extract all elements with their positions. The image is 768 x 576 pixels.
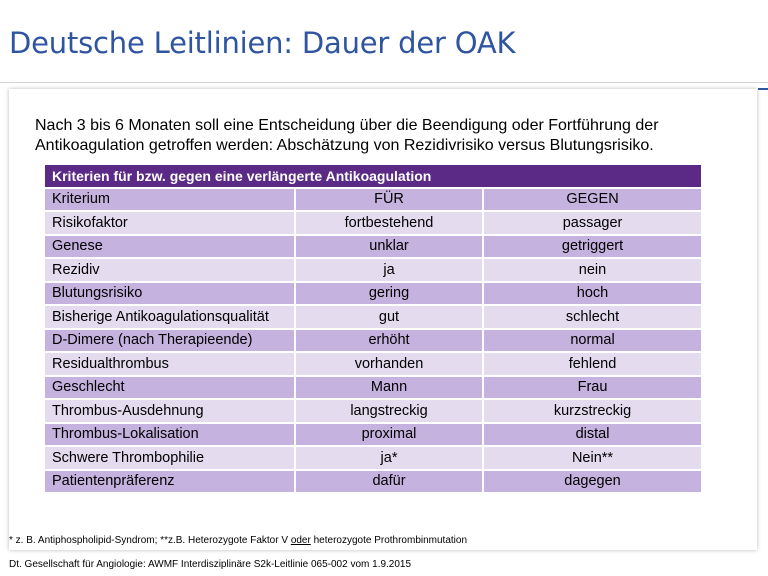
pro-cell: ja* xyxy=(294,445,484,471)
table-row: Thrombus-Ausdehnung langstreckig kurzstrec… xyxy=(43,398,704,424)
criterion-cell: Bisherige Antikoagulationsqualität xyxy=(43,304,296,330)
table-column-header-row: Kriterium FÜR GEGEN xyxy=(43,186,704,212)
footnote-text-1: * z. B. Antiphospholipid-Syndrom; **z.B.… xyxy=(9,535,291,546)
criterion-cell: Geschlecht xyxy=(43,374,296,400)
pro-cell: unklar xyxy=(294,233,484,259)
criterion-cell: Genese xyxy=(43,233,296,259)
table-row: Blutungsrisiko gering hoch xyxy=(43,280,704,306)
contra-cell: fehlend xyxy=(481,351,704,377)
column-header-criterion: Kriterium xyxy=(43,186,296,212)
criterion-cell: D-Dimere (nach Therapieende) xyxy=(43,327,296,353)
pro-cell: gut xyxy=(294,304,484,330)
criterion-cell: Thrombus-Ausdehnung xyxy=(43,398,296,424)
contra-cell: schlecht xyxy=(481,304,704,330)
criterion-cell: Residualthrombus xyxy=(43,351,296,377)
table-row: Geschlecht Mann Frau xyxy=(43,374,704,400)
contra-cell: Frau xyxy=(481,374,704,400)
source-citation: Dt. Gesellschaft für Angiologie: AWMF In… xyxy=(9,559,412,570)
pro-cell: langstreckig xyxy=(294,398,484,424)
table-header: Kriterien für bzw. gegen eine verlängert… xyxy=(42,163,704,189)
contra-cell: normal xyxy=(481,327,704,353)
table-row: Rezidiv ja nein xyxy=(43,257,704,283)
contra-cell: Nein** xyxy=(481,445,704,471)
column-header-pro: FÜR xyxy=(294,186,484,212)
pro-cell: fortbestehend xyxy=(294,210,484,236)
criterion-cell: Blutungsrisiko xyxy=(43,280,296,306)
criteria-table: Kriterien für bzw. gegen eine verlängert… xyxy=(42,163,704,494)
table-row: Patientenpräferenz dafür dagegen xyxy=(43,468,704,494)
table-row: Bisherige Antikoagulationsqualität gut sch… xyxy=(43,304,704,330)
contra-cell: getriggert xyxy=(481,233,704,259)
pro-cell: gering xyxy=(294,280,484,306)
intro-text: Nach 3 bis 6 Monaten soll eine Entscheid… xyxy=(35,117,659,154)
pro-cell: Mann xyxy=(294,374,484,400)
column-header-contra: GEGEN xyxy=(481,186,704,212)
table-row: Genese unklar getriggert xyxy=(43,233,704,259)
footnote: * z. B. Antiphospholipid-Syndrom; **z.B.… xyxy=(9,535,467,546)
contra-cell: dagegen xyxy=(481,468,704,494)
table-row: Thrombus-Lokalisation proximal distal xyxy=(43,421,704,447)
contra-cell: hoch xyxy=(481,280,704,306)
table-row: Schwere Thrombophilie ja* Nein** xyxy=(43,445,704,471)
pro-cell: vorhanden xyxy=(294,351,484,377)
footnote-text-2: heterozygote Prothrombinmutation xyxy=(310,535,468,546)
title-divider xyxy=(0,82,768,83)
criterion-cell: Thrombus-Lokalisation xyxy=(43,421,296,447)
pro-cell: proximal xyxy=(294,421,484,447)
pro-cell: dafür xyxy=(294,468,484,494)
table-row: D-Dimere (nach Therapieende) erhöht normal xyxy=(43,327,704,353)
table-row: Residualthrombus vorhanden fehlend xyxy=(43,351,704,377)
criterion-cell: Risikofaktor xyxy=(43,210,296,236)
card-accent-line xyxy=(758,88,768,90)
pro-cell: ja xyxy=(294,257,484,283)
footnote-underlined-word: oder xyxy=(290,535,311,546)
contra-cell: passager xyxy=(481,210,704,236)
contra-cell: distal xyxy=(481,421,704,447)
slide-title: Deutsche Leitlinien: Dauer der OAK xyxy=(9,26,516,60)
table-row: Risikofaktor fortbestehend passager xyxy=(43,210,704,236)
criterion-cell: Rezidiv xyxy=(43,257,296,283)
contra-cell: kurzstreckig xyxy=(481,398,704,424)
contra-cell: nein xyxy=(481,257,704,283)
criterion-cell: Schwere Thrombophilie xyxy=(43,445,296,471)
criterion-cell: Patientenpräferenz xyxy=(43,468,296,494)
pro-cell: erhöht xyxy=(294,327,484,353)
